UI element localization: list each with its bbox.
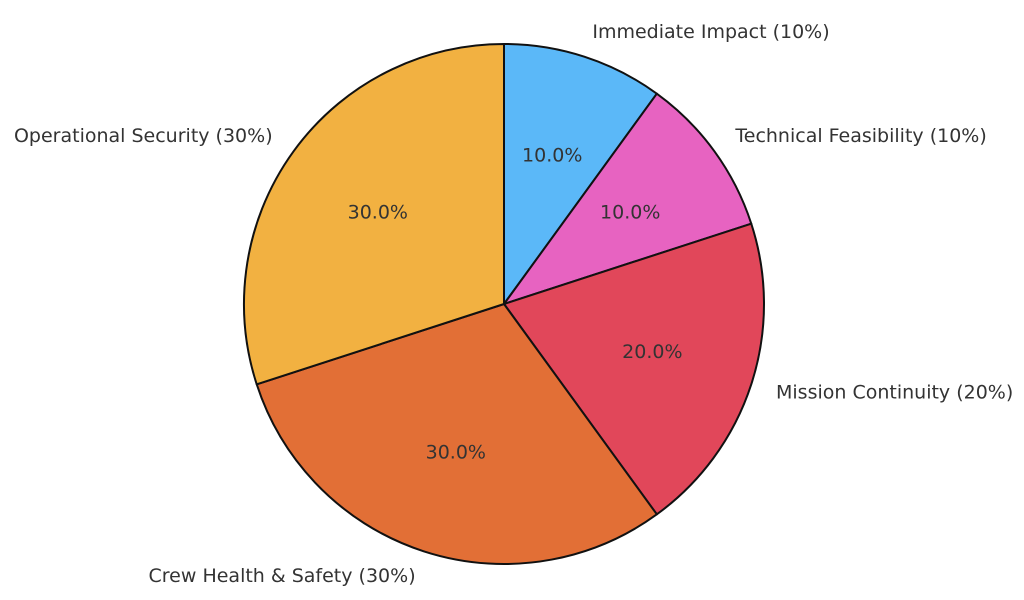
label-technical-feasibility: Technical Feasibility (10%)	[734, 125, 986, 147]
slice-mission-continuity	[503, 222, 765, 516]
pie-slices	[243, 43, 765, 565]
pct-label-operational-security: 30.0%	[348, 201, 408, 223]
slice-technical-feasibility	[503, 92, 753, 305]
pct-label-mission-continuity: 20.0%	[622, 341, 682, 363]
pct-label-technical-feasibility: 10.0%	[600, 201, 660, 223]
slice-labels: Immediate Impact (10%) Technical Feasibil…	[14, 21, 1013, 587]
label-crew-health-and-safety: Crew Health & Safety (30%)	[149, 565, 416, 587]
slice-immediate-impact	[503, 43, 658, 305]
label-immediate-impact: Immediate Impact (10%)	[592, 21, 829, 43]
slice-operational-security	[243, 43, 505, 386]
label-mission-continuity: Mission Continuity (20%)	[776, 381, 1013, 403]
slice-crew-health-and-safety	[255, 303, 658, 565]
pct-label-immediate-impact: 10.0%	[522, 145, 582, 167]
label-operational-security: Operational Security (30%)	[14, 125, 273, 147]
pct-label-crew-health-and-safety: 30.0%	[426, 441, 486, 463]
percentage-labels: 10.0% 10.0% 20.0% 30.0% 30.0%	[348, 145, 683, 464]
